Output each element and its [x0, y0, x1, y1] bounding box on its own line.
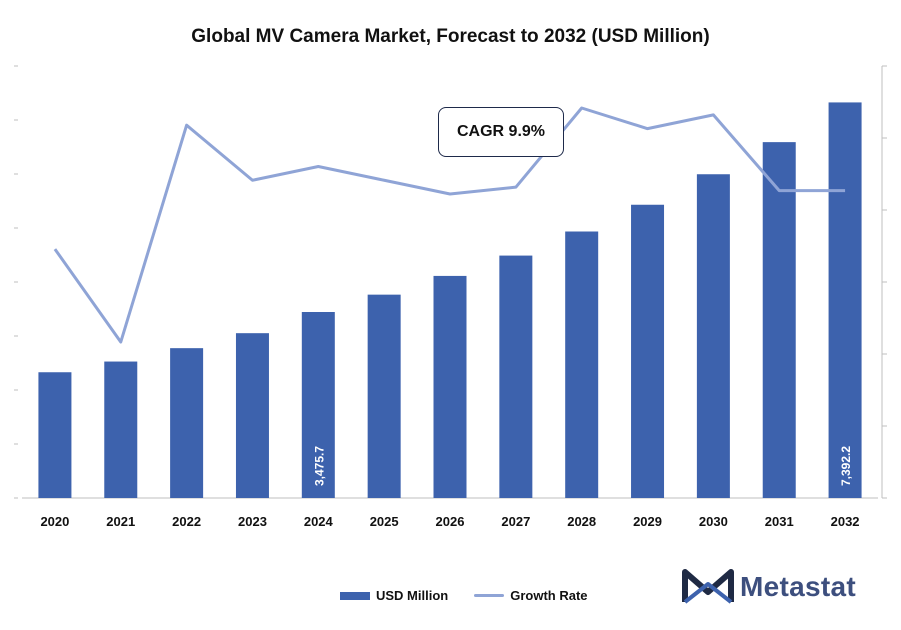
bar-2025 — [367, 294, 401, 498]
bar-2028 — [565, 231, 599, 499]
bar-2020 — [38, 372, 72, 498]
bar-2027 — [499, 255, 533, 498]
metastat-logo-icon — [682, 569, 734, 604]
x-tick-label: 2022 — [172, 514, 201, 529]
x-tick-label: 2025 — [370, 514, 399, 529]
x-tick-label: 2027 — [501, 514, 530, 529]
x-tick-label: 2023 — [238, 514, 267, 529]
bar-2022 — [170, 348, 204, 498]
legend-item-usd-million: USD Million — [340, 588, 448, 603]
bar-2032 — [828, 102, 862, 498]
data-label-2024: 3,475.7 — [312, 446, 326, 486]
legend-label-growth-rate: Growth Rate — [510, 588, 588, 603]
cagr-annotation: CAGR 9.9% — [438, 107, 564, 157]
bar-2023 — [235, 333, 269, 498]
x-tick-label: 2032 — [831, 514, 860, 529]
x-tick-label: 2031 — [765, 514, 794, 529]
logo-text: Metastat — [740, 571, 856, 602]
metastat-logo: Metastat — [682, 568, 856, 606]
data-labels: 3,475.7 7,392.2 — [312, 446, 853, 486]
x-tick-labels: 2020 2021 2022 2023 2024 2025 2026 2027 2028 2029… — [40, 514, 859, 529]
bar-2031 — [762, 142, 796, 498]
x-tick-label: 2029 — [633, 514, 662, 529]
legend: USD Million Growth Rate — [340, 588, 614, 603]
legend-item-growth-rate: Growth Rate — [474, 588, 588, 603]
x-tick-label: 2020 — [40, 514, 69, 529]
growth-rate-series — [53, 106, 846, 344]
legend-label-usd-million: USD Million — [376, 588, 449, 603]
x-tick-label: 2030 — [699, 514, 728, 529]
legend-swatch-bar — [340, 591, 370, 600]
bar-2021 — [104, 361, 138, 498]
legend-swatch-line — [474, 594, 505, 597]
bar-2024 — [301, 312, 335, 498]
x-tick-label: 2028 — [567, 514, 596, 529]
bar-series — [38, 102, 862, 499]
bar-2029 — [631, 204, 665, 498]
data-label-2032: 7,392.2 — [839, 446, 853, 486]
bar-2030 — [696, 174, 730, 499]
x-tick-label: 2024 — [304, 514, 334, 529]
chart-title: Global MV Camera Market, Forecast to 203… — [191, 26, 710, 47]
x-tick-label: 2021 — [106, 514, 135, 529]
x-tick-label: 2026 — [436, 514, 465, 529]
bar-2026 — [433, 275, 467, 498]
